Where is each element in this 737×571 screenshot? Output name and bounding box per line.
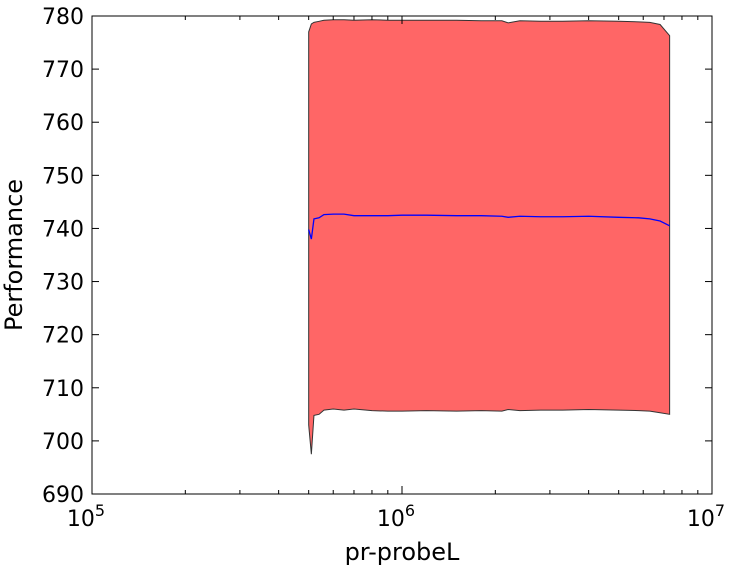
y-tick-label: 710 — [42, 377, 84, 402]
y-tick-label: 780 — [42, 5, 84, 30]
confidence-band — [308, 19, 671, 455]
x-axis-label: pr-probeL — [345, 538, 460, 566]
mean-performance-line — [308, 213, 670, 240]
y-tick-label: 720 — [42, 324, 84, 349]
y-axis-label: Performance — [0, 179, 28, 331]
y-tick-label: 770 — [42, 58, 84, 83]
y-tick-label: 760 — [42, 111, 84, 136]
ticks: 690 700 710 720 730 740 750 760 770 780 105 106 107 — [42, 5, 725, 532]
x-tick-label: 107 — [687, 501, 725, 532]
x-tick-label: 105 — [67, 501, 105, 532]
y-tick-label: 690 — [42, 483, 84, 508]
x-tick-label: 106 — [377, 501, 415, 532]
y-tick-label: 730 — [42, 271, 84, 296]
plot-area — [308, 19, 671, 455]
y-tick-label: 740 — [42, 217, 84, 242]
y-tick-label: 700 — [42, 430, 84, 455]
y-tick-label: 750 — [42, 164, 84, 189]
